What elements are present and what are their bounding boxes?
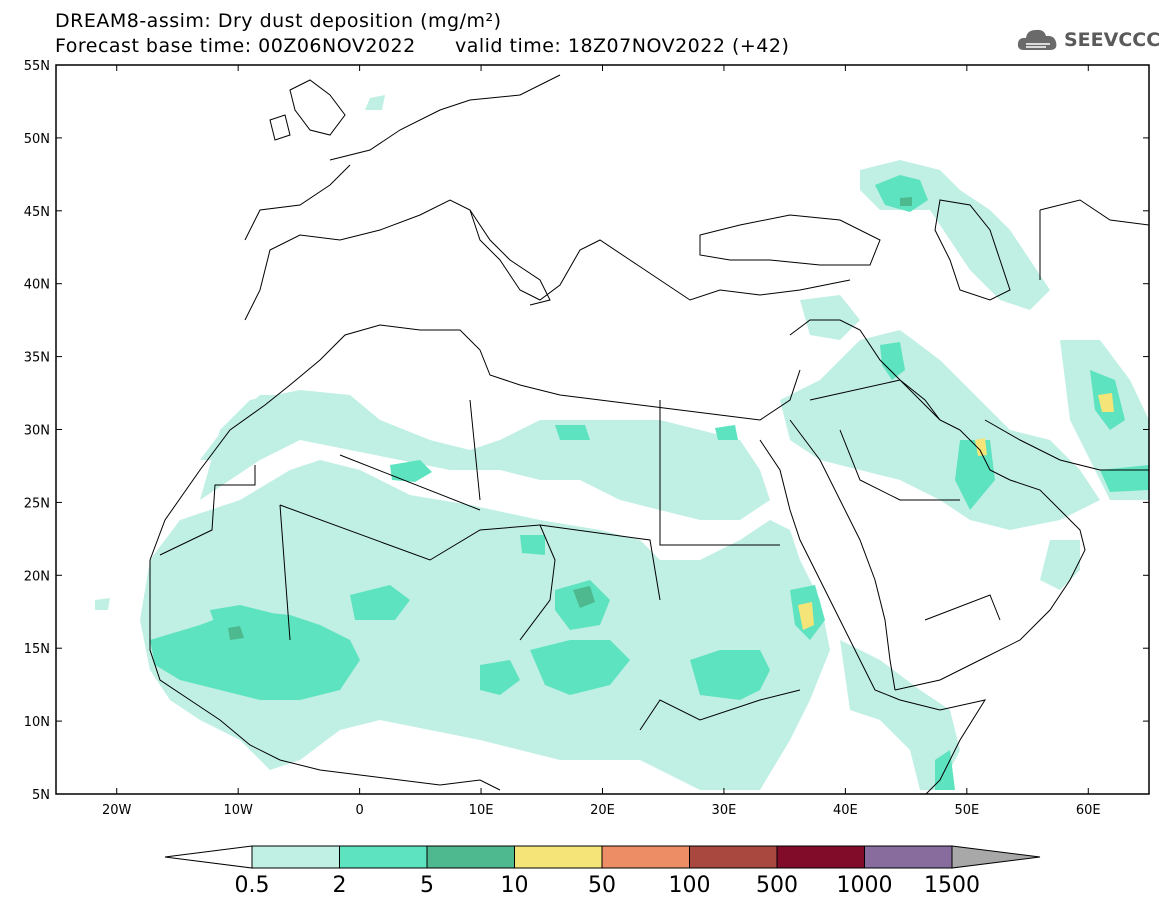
logo-text: SEEVCCC: [1064, 29, 1161, 51]
dust-region-horn: [840, 640, 960, 790]
dust-high-mali: [228, 626, 244, 640]
dust-peak-sudan-coast: [798, 602, 814, 630]
colorbar-label: 100: [669, 873, 711, 898]
dust-peak-gulf: [975, 438, 987, 456]
dust-mid-caspian: [875, 175, 928, 212]
forecast-base-time: Forecast base time: 00Z06NOV2022: [55, 35, 416, 57]
lat-label: 40N: [24, 278, 50, 293]
lon-label: 30E: [712, 803, 737, 818]
lon-label: 20W: [102, 803, 132, 818]
colorbar-segment: [426, 845, 515, 869]
latitude-axis: 55N 50N 45N 40N 35N 30N 25N 20N 15N 10N 5N: [24, 59, 1149, 803]
lat-label: 25N: [24, 496, 50, 511]
lon-label: 0: [355, 803, 363, 818]
colorbar-label: 0.5: [235, 873, 270, 898]
lat-label: 55N: [24, 59, 50, 74]
cloud-logo-icon: [1017, 29, 1057, 50]
lon-label: 50E: [954, 803, 979, 818]
colorbar-label: 500: [756, 873, 798, 898]
coastlines: [149, 74, 1149, 794]
colorbar-label: 1000: [837, 873, 893, 898]
lat-label: 10N: [24, 715, 50, 730]
colorbar-over-triangle: [951, 845, 1041, 869]
dust-mid-sahara: [390, 460, 432, 482]
colorbar-label: 50: [588, 873, 616, 898]
lat-label: 5N: [32, 788, 50, 803]
lon-label: 10E: [469, 803, 494, 818]
dust-mid-nigeria: [480, 660, 520, 695]
dust-mid-niger: [350, 585, 410, 620]
colorbar: 0.5 2 5 10 50 100 500 1000 1500: [164, 845, 1041, 898]
longitude-axis: 20W 10W 0 10E 20E 30E 40E 50E 60E: [102, 65, 1101, 818]
dust-region-middle-east: [780, 330, 1100, 530]
lat-label: 50N: [24, 132, 50, 147]
map-subtitle: Forecast base time: 00Z06NOV2022 valid t…: [55, 35, 789, 57]
lat-label: 20N: [24, 569, 50, 584]
dust-region-northwest: [200, 395, 300, 460]
colorbar-label: 1500: [924, 873, 980, 898]
seevccc-logo: SEEVCCC: [1016, 26, 1160, 54]
dust-mid-west-africa: [150, 610, 360, 700]
dust-high-chad: [573, 586, 595, 608]
colorbar-segment: [864, 845, 953, 869]
lon-label: 60E: [1076, 803, 1101, 818]
colorbar-segment: [689, 845, 778, 869]
valid-time: valid time: 18Z07NOV2022 (+42): [454, 35, 790, 57]
dust-mid-iraq: [880, 342, 905, 380]
colorbar-segment: [514, 845, 603, 869]
colorbar-label: 5: [420, 873, 434, 898]
lon-label: 20E: [590, 803, 615, 818]
dust-region-west-africa: [140, 460, 830, 790]
colorbar-segment: [601, 845, 690, 869]
lat-label: 45N: [24, 205, 50, 220]
dust-fields: [95, 95, 1149, 790]
lon-label: 10W: [223, 803, 253, 818]
lat-label: 30N: [24, 424, 50, 439]
colorbar-segment: [776, 845, 865, 869]
lon-label: 40E: [833, 803, 858, 818]
colorbar-label: 2: [333, 873, 347, 898]
dust-mid-gulf: [955, 440, 995, 510]
dust-region-sahara: [200, 390, 770, 520]
dust-region-arabia-coast: [1040, 540, 1080, 590]
colorbar-label: 10: [501, 873, 529, 898]
dust-mid-sudan: [530, 640, 630, 695]
dust-mid-south-sudan: [690, 650, 770, 700]
lat-label: 15N: [24, 642, 50, 657]
colorbar-under-triangle: [164, 845, 253, 869]
dust-peak-iran: [1098, 393, 1114, 412]
colorbar-segment: [251, 845, 340, 869]
lat-label: 35N: [24, 351, 50, 366]
colorbar-segment: [339, 845, 428, 869]
map-title: DREAM8-assim: Dry dust deposition (mg/m²…: [55, 10, 502, 32]
dust-region-turkey: [800, 295, 860, 340]
